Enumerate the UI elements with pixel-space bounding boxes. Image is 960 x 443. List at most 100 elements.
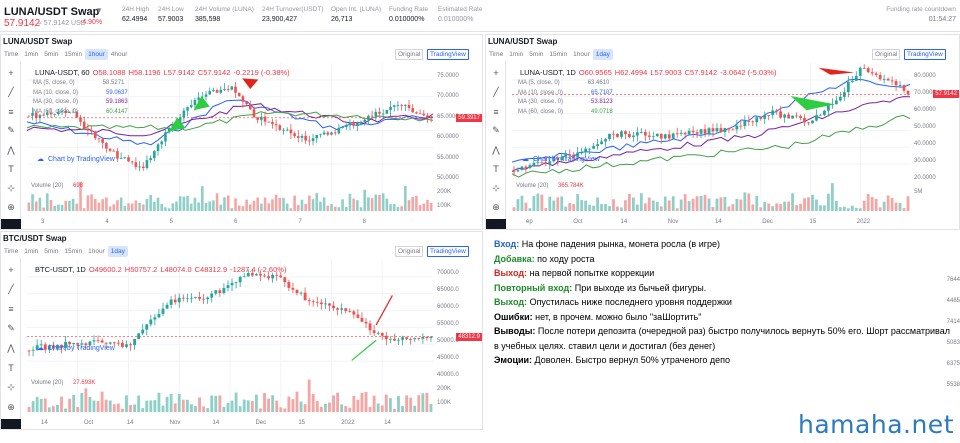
volume-bar bbox=[296, 205, 300, 211]
toolbar-collapse-button[interactable] bbox=[1, 419, 21, 429]
ruler-icon[interactable]: ⊹ bbox=[492, 183, 500, 193]
volume-bar bbox=[82, 208, 86, 211]
candle-body bbox=[827, 104, 830, 111]
timeframe-5min[interactable]: 5min bbox=[44, 248, 59, 255]
original-view-button[interactable]: Original bbox=[395, 49, 424, 60]
candle-body bbox=[72, 343, 76, 345]
tradingview-watermark[interactable]: ☁ Chart by TradingView bbox=[37, 344, 115, 353]
volume-bar bbox=[237, 205, 241, 211]
note-text: При выходе из бычьей фигуры. bbox=[572, 282, 707, 293]
timeframe-5min[interactable]: 5min bbox=[44, 51, 59, 58]
fib-icon[interactable]: ≡ bbox=[8, 304, 14, 315]
brush-icon[interactable]: ✎ bbox=[7, 125, 15, 136]
volume-bar bbox=[655, 201, 659, 211]
chevron-down-icon[interactable]: ▼ bbox=[95, 6, 103, 15]
pattern-icon[interactable]: ⋀ bbox=[7, 144, 15, 155]
timeframe-1hour[interactable]: 1hour bbox=[573, 51, 590, 58]
volume-bar bbox=[271, 199, 274, 211]
brush-icon[interactable]: ✎ bbox=[7, 323, 15, 334]
tradingview-view-button[interactable]: TradingView bbox=[427, 246, 469, 257]
zoom-icon[interactable]: ⊕ bbox=[492, 202, 500, 213]
volume-bar bbox=[212, 200, 215, 211]
symbol-name[interactable]: LUNA/USDT Swap bbox=[4, 6, 100, 18]
timeframe-15min[interactable]: 15min bbox=[549, 51, 568, 58]
timeframe-1hour[interactable]: 1hour bbox=[88, 248, 105, 255]
price-chart[interactable] bbox=[27, 260, 433, 418]
trendline-icon[interactable]: ╱ bbox=[493, 86, 499, 97]
price-chart[interactable] bbox=[512, 63, 910, 217]
candle-body bbox=[413, 338, 417, 340]
timeframe-15min[interactable]: 15min bbox=[64, 51, 83, 58]
timeframe-5min[interactable]: 5min bbox=[529, 51, 544, 58]
volume-label: Volume (20) bbox=[516, 183, 549, 189]
candle-body bbox=[34, 113, 38, 118]
timeframe-time[interactable]: Time bbox=[489, 51, 504, 58]
price-axis-label: 5538 bbox=[946, 382, 960, 388]
crosshair-icon[interactable]: + bbox=[8, 68, 14, 78]
toolbar-collapse-button[interactable] bbox=[1, 219, 21, 229]
volume-bar bbox=[116, 403, 120, 412]
tradingview-view-button[interactable]: TradingView bbox=[427, 49, 469, 60]
timeframe-4hour[interactable]: 4hour bbox=[110, 51, 128, 58]
original-view-button[interactable]: Original bbox=[395, 246, 424, 257]
zoom-icon[interactable]: ⊕ bbox=[7, 401, 15, 412]
ohlc-c: C57.9142 bbox=[684, 68, 718, 77]
date-axis-label: Oct bbox=[573, 219, 583, 225]
brush-icon[interactable]: ✎ bbox=[492, 125, 500, 136]
volume-bar bbox=[267, 398, 270, 412]
candle-body bbox=[215, 90, 219, 93]
timeframe-1day[interactable]: 1day bbox=[592, 49, 613, 60]
candle-body bbox=[315, 134, 319, 139]
ruler-icon[interactable]: ⊹ bbox=[7, 183, 15, 193]
volume-bar bbox=[206, 408, 210, 412]
last-price: 57.9142 bbox=[4, 18, 41, 29]
pattern-icon[interactable]: ⋀ bbox=[7, 343, 15, 353]
timeframe-1min[interactable]: 1min bbox=[509, 51, 524, 58]
tradingview-watermark[interactable]: ☁ Chart by TradingView bbox=[37, 155, 115, 164]
timeframe-15min[interactable]: 15min bbox=[64, 248, 83, 255]
timeframe-1min[interactable]: 1min bbox=[24, 248, 39, 255]
tradingview-view-button[interactable]: TradingView bbox=[904, 49, 946, 60]
volume-legend: Volume (20) 365.784K bbox=[516, 183, 584, 189]
text-icon[interactable]: T bbox=[8, 363, 14, 374]
timeframe-time[interactable]: Time bbox=[4, 51, 19, 58]
crosshair-icon[interactable]: + bbox=[8, 265, 14, 275]
text-icon[interactable]: T bbox=[8, 164, 14, 175]
candle-body bbox=[315, 301, 319, 303]
candle-body bbox=[230, 282, 234, 286]
price-axis-label: 60.0000 bbox=[914, 107, 936, 113]
timeframe-1hour[interactable]: 1hour bbox=[85, 49, 108, 60]
pattern-icon[interactable]: ⋀ bbox=[492, 144, 500, 155]
original-view-button[interactable]: Original bbox=[872, 49, 901, 60]
ruler-icon[interactable]: ⊹ bbox=[7, 382, 15, 393]
price-axis-label: 65.0000 bbox=[437, 113, 459, 120]
volume-bar bbox=[149, 195, 152, 211]
price-chart[interactable] bbox=[27, 63, 433, 217]
volume-bar bbox=[866, 194, 870, 211]
timeframe-1day[interactable]: 1day bbox=[107, 246, 128, 257]
text-icon[interactable]: T bbox=[493, 164, 499, 175]
crosshair-icon[interactable]: + bbox=[493, 68, 499, 78]
candle-body bbox=[584, 148, 588, 153]
timeframe-time[interactable]: Time bbox=[4, 248, 19, 255]
candle-body bbox=[807, 122, 810, 124]
candle-body bbox=[396, 105, 400, 106]
volume-bar bbox=[68, 398, 72, 412]
volume-bar bbox=[157, 392, 161, 412]
zoom-icon[interactable]: ⊕ bbox=[7, 202, 15, 213]
toolbar-collapse-button[interactable] bbox=[486, 219, 506, 229]
trendline-icon[interactable]: ╱ bbox=[8, 86, 14, 97]
price-axis-label: 45000.0 bbox=[437, 355, 459, 361]
volume-bar bbox=[731, 204, 735, 211]
date-axis-label: 14 bbox=[620, 219, 628, 225]
timeframe-1min[interactable]: 1min bbox=[24, 51, 39, 58]
date-axis-label: 15 bbox=[298, 420, 306, 426]
tradingview-watermark[interactable]: ☁ Chart by TradingView bbox=[522, 155, 600, 164]
volume-bar bbox=[60, 205, 64, 211]
trendline-icon[interactable]: ╱ bbox=[8, 284, 14, 295]
candle-body bbox=[223, 88, 226, 90]
candle-body bbox=[141, 329, 145, 334]
candle-body bbox=[397, 339, 400, 341]
fib-icon[interactable]: ≡ bbox=[493, 106, 499, 117]
fib-icon[interactable]: ≡ bbox=[8, 106, 14, 117]
